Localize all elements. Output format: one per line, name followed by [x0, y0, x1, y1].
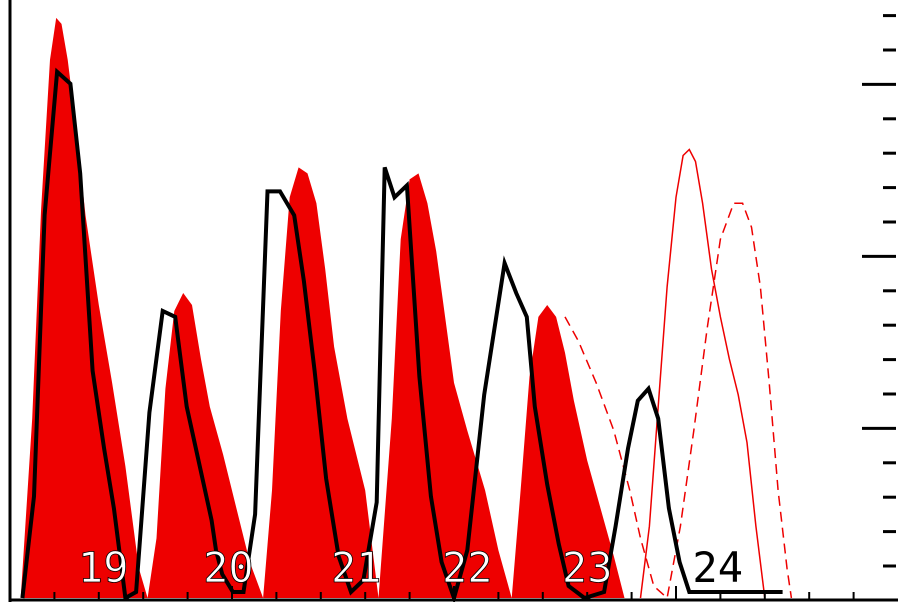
axes — [8, 0, 898, 602]
cycle-label: 23 — [562, 543, 613, 592]
observed-area-series — [20, 17, 625, 598]
cycle-label: 20 — [203, 543, 254, 592]
cycle-label: 24 — [692, 543, 743, 592]
cycle-label: 19 — [78, 543, 129, 592]
cycle-label: 22 — [442, 543, 493, 592]
plot-area — [20, 17, 793, 602]
cycle-label: 21 — [331, 543, 382, 592]
prediction-dashed-line — [564, 202, 793, 600]
prediction-solid-line — [639, 148, 766, 599]
cycle-labels: 19 20 21 22 23 24 — [78, 543, 743, 593]
overlay-black-line — [20, 67, 783, 602]
